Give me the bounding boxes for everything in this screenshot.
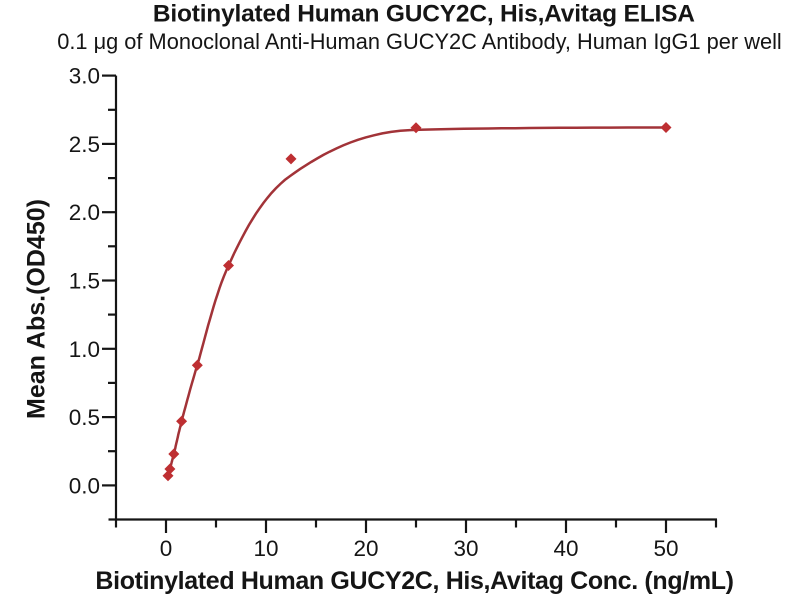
svg-text:50: 50 bbox=[653, 536, 678, 561]
svg-text:Biotinylated Human GUCY2C, His: Biotinylated Human GUCY2C, His,Avitag Co… bbox=[95, 567, 733, 595]
svg-text:1.5: 1.5 bbox=[69, 269, 100, 294]
svg-text:Mean Abs.(OD450): Mean Abs.(OD450) bbox=[22, 199, 50, 419]
svg-text:Biotinylated Human GUCY2C, His: Biotinylated Human GUCY2C, His,Avitag EL… bbox=[153, 1, 695, 28]
svg-text:0.5: 0.5 bbox=[69, 405, 100, 430]
svg-text:0.1 μg of Monoclonal Anti-Huma: 0.1 μg of Monoclonal Anti-Human GUCY2C A… bbox=[57, 29, 782, 54]
svg-text:40: 40 bbox=[553, 536, 578, 561]
svg-text:10: 10 bbox=[253, 536, 278, 561]
svg-text:20: 20 bbox=[353, 536, 378, 561]
svg-text:2.5: 2.5 bbox=[69, 132, 100, 157]
svg-text:1.0: 1.0 bbox=[69, 337, 100, 362]
svg-text:2.0: 2.0 bbox=[69, 200, 100, 225]
svg-text:0: 0 bbox=[160, 536, 173, 561]
svg-text:30: 30 bbox=[453, 536, 478, 561]
svg-text:0.0: 0.0 bbox=[69, 473, 100, 498]
svg-text:3.0: 3.0 bbox=[69, 64, 100, 89]
